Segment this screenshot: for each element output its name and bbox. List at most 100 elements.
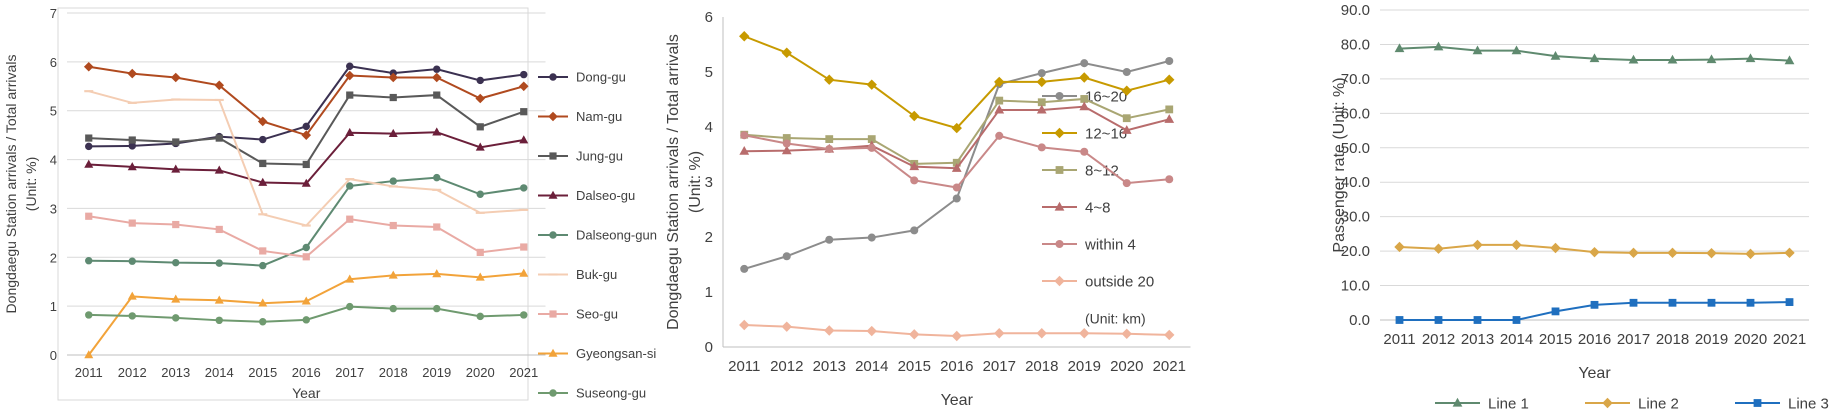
data-point: [302, 122, 310, 131]
data-point: [214, 98, 224, 102]
y-axis-unit: (Unit: %): [23, 157, 39, 211]
data-point: [476, 312, 484, 321]
data-point: [866, 325, 877, 337]
data-point: [1037, 69, 1046, 78]
y-tick-label: 10.0: [1341, 278, 1370, 295]
data-point: [1668, 298, 1677, 307]
data-point: [867, 143, 876, 152]
data-point: [84, 350, 94, 359]
y-axis-title-text: Dongdaegu Station arrivals / Total arriv…: [665, 34, 682, 330]
data-point: [519, 208, 529, 211]
x-tick-label: 2013: [813, 358, 846, 375]
x-tick-label: 2016: [1578, 331, 1611, 348]
y-axis-title: Dongdaegu Station arrivals / Total arriv…: [665, 34, 704, 330]
legend-marker: [549, 310, 557, 318]
x-tick-label: 2019: [422, 365, 451, 380]
data-point: [825, 235, 834, 244]
data-point: [1080, 95, 1089, 103]
series-line: [87, 272, 524, 356]
data-point: [952, 183, 961, 192]
data-point: [824, 74, 835, 85]
data-point: [85, 134, 93, 142]
y-tick-label: 1: [705, 284, 713, 301]
data-point: [951, 330, 962, 342]
data-point: [302, 243, 310, 252]
data-point: [302, 316, 310, 324]
data-point: [866, 79, 877, 90]
x-tick-label: 2011: [1383, 331, 1415, 348]
y-tick-label: 0: [705, 339, 713, 356]
data-point: [389, 304, 397, 313]
data-point: [1746, 298, 1755, 307]
data-point: [1785, 298, 1794, 306]
data-point: [994, 104, 1005, 114]
data-point: [1036, 104, 1047, 114]
legend-marker: [549, 152, 557, 160]
data-point: [475, 272, 485, 281]
y-tick-label: 1: [50, 299, 57, 314]
data-point: [910, 226, 919, 235]
data-point: [345, 178, 355, 181]
x-tick-label: 2013: [1461, 331, 1494, 348]
data-point: [215, 134, 223, 142]
legend-marker: [1055, 91, 1064, 101]
data-point: [1079, 101, 1090, 111]
legend-label: Gyeongsan-si: [576, 346, 656, 361]
legend-marker: [1054, 127, 1065, 139]
data-point: [346, 215, 354, 223]
data-point: [1433, 41, 1444, 51]
chart-panel-passenger-rate: 0.0 10.0 20.0 30.0 40.0 50.0 60.0 70.0 80.0 90.0 2…: [1330, 0, 1832, 414]
data-point: [1551, 307, 1560, 316]
legend-label: 4~8: [1085, 199, 1110, 216]
data-point: [519, 268, 529, 277]
data-point: [85, 311, 93, 319]
data-point: [1706, 54, 1717, 64]
data-point: [867, 233, 876, 242]
x-tick-label: 2014: [1500, 331, 1533, 348]
data-point: [1589, 53, 1600, 63]
x-tick-label: 2018: [1656, 331, 1689, 348]
data-point: [1122, 114, 1131, 123]
y-axis-unit: (Unit: %): [687, 151, 704, 213]
data-point: [1080, 147, 1089, 156]
legend-label: 8~12: [1085, 162, 1119, 179]
data-point: [389, 177, 397, 185]
y-tick-label: 50.0: [1341, 140, 1370, 157]
y-axis-title-text: Dongdaegu Station arrivals / Total arriv…: [3, 55, 19, 314]
data-point: [1590, 300, 1599, 309]
data-point: [301, 296, 311, 305]
data-point: [1164, 329, 1175, 341]
y-tick-label: 2: [50, 250, 57, 265]
data-point: [825, 144, 834, 154]
legend-label: Suseong-gu: [576, 386, 646, 401]
data-point: [520, 243, 528, 251]
y-tick-label: 6: [705, 9, 713, 26]
legend-label: Dalseo-gu: [576, 188, 635, 203]
data-point: [171, 294, 181, 303]
data-point: [433, 173, 441, 182]
data-point: [259, 318, 267, 326]
data-point: [994, 76, 1005, 88]
legend-label: Seo-gu: [576, 307, 618, 322]
x-tick-label: 2012: [1422, 331, 1455, 348]
x-tick-label: 2018: [379, 365, 408, 380]
data-point: [951, 163, 962, 172]
data-point: [85, 142, 93, 151]
data-point: [215, 316, 223, 325]
data-point: [1628, 54, 1639, 64]
x-tick-label: 2015: [898, 358, 931, 375]
y-tick-label: 20.0: [1341, 243, 1370, 260]
legend-label: within 4: [1084, 236, 1136, 253]
y-tick-label: 7: [50, 6, 57, 21]
chart-panel-distance: 0 1 2 3 4 5 6 2011 2012 2013 2014 2015 2016 2017 2018 2…: [665, 0, 1333, 414]
data-point: [1472, 45, 1483, 55]
x-axis-title: Year: [941, 392, 974, 409]
data-point: [1512, 316, 1521, 324]
legend-label: outside 20: [1085, 273, 1154, 290]
data-point: [345, 274, 355, 283]
legend-label: Line 1: [1488, 395, 1529, 412]
data-point: [910, 176, 919, 185]
data-point: [952, 158, 961, 167]
series-line: [88, 176, 524, 267]
data-point: [739, 146, 750, 155]
